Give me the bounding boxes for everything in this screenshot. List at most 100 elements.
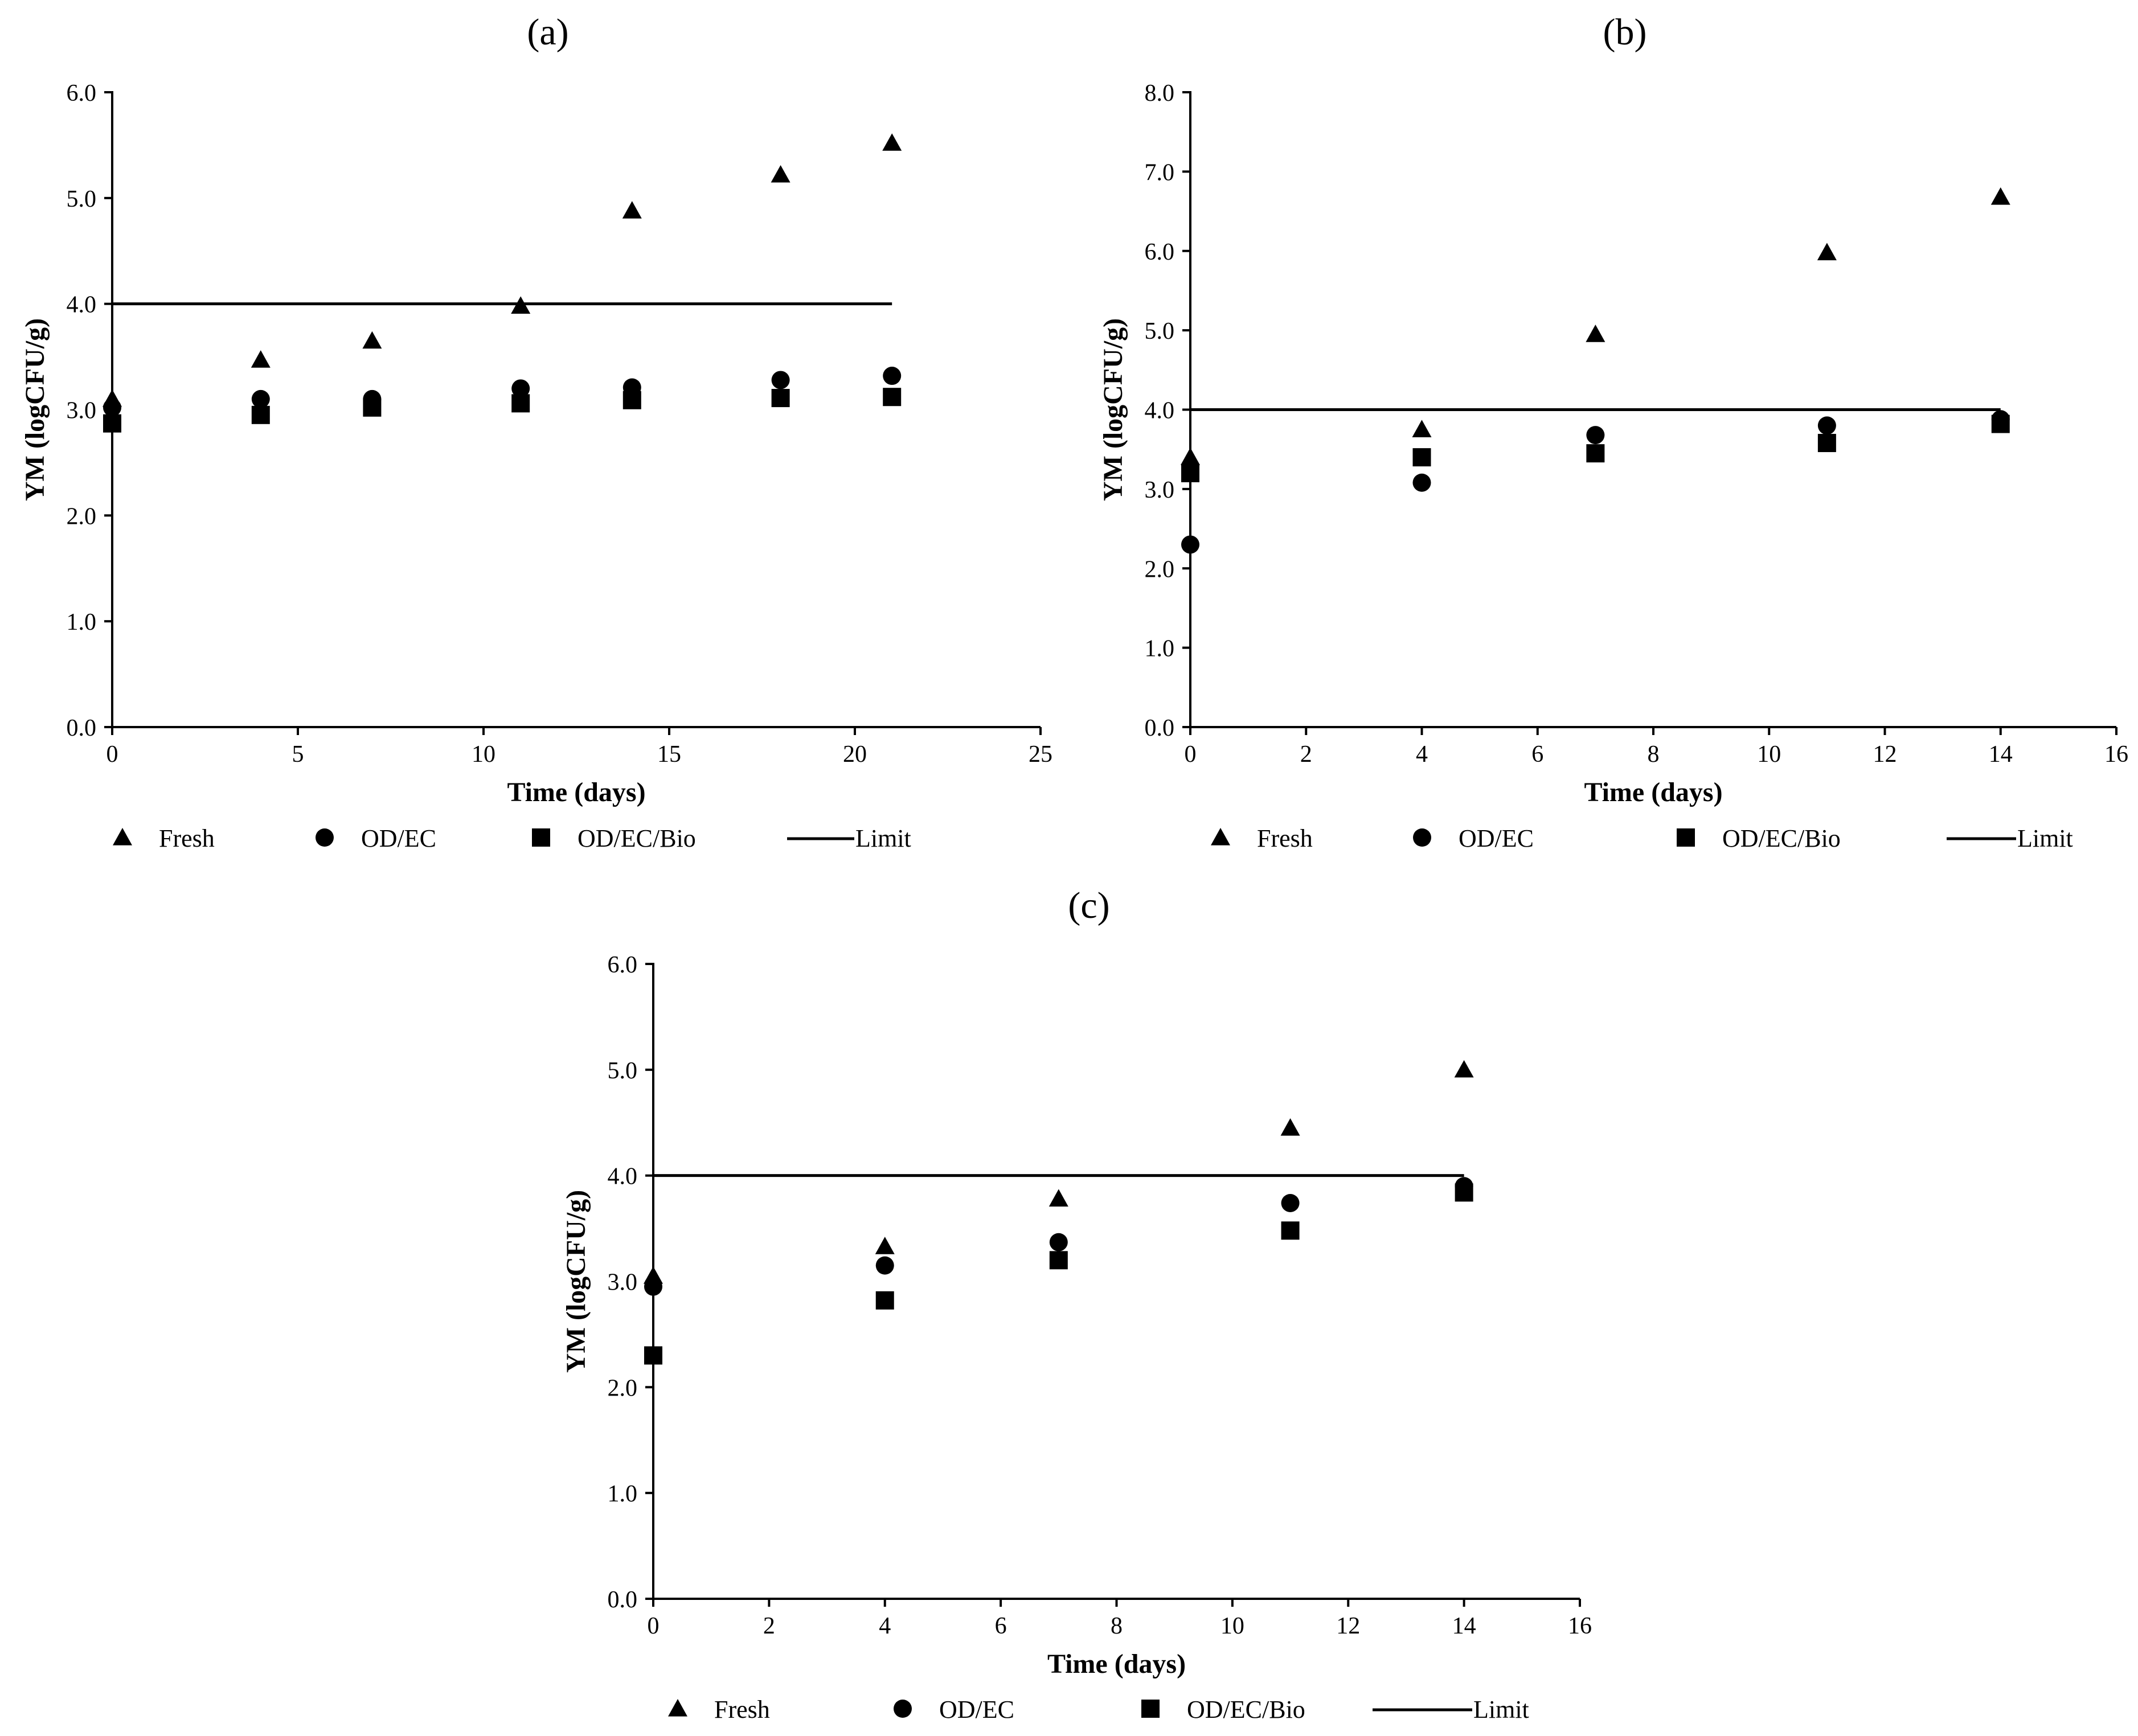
x-tick-label: 20 [843,741,867,768]
data-point-od-ec-bio [883,388,902,407]
x-tick-label: 16 [1568,1613,1592,1639]
y-tick-label: 7.0 [1145,159,1175,186]
panel-label: (c) [1068,885,1109,926]
data-point-fresh [1990,187,2010,205]
x-tick-label: 12 [1873,741,1897,768]
y-tick-label: 6.0 [608,952,638,978]
chart-panel-b: (b) 0.0 1.0 2.0 3.0 4.0 5.0 6.0 7.0 8.0 0 2 4 6 8 10 12 1… [1098,11,2128,852]
x-tick-label: 4 [1416,741,1428,768]
y-tick-label: 5.0 [608,1058,638,1084]
y-tick-label: 1.0 [67,609,97,635]
y-tick-label: 6.0 [1145,239,1175,265]
data-point-od-ec-bio [251,405,270,424]
data-point-fresh [1181,448,1200,465]
legend-label: Limit [855,824,911,852]
data-point-od-ec-bio [103,414,121,433]
legend-marker-od-ec-bio [532,828,550,847]
legend-label: OD/EC/Bio [1187,1696,1305,1723]
y-axis-title: YM (logCFU/g) [561,1190,591,1373]
data-point-od-ec-bio [1817,434,1836,453]
y-tick-label: 4.0 [1145,398,1175,424]
y-tick-label: 2.0 [67,503,97,530]
legend-label: OD/EC [1459,824,1534,852]
data-point-od-ec [1181,535,1199,554]
x-axis-title: Time (days) [1584,777,1722,807]
x-tick-label: 14 [1989,741,2013,768]
x-tick-label: 0 [648,1613,660,1639]
data-point-od-ec [771,371,790,389]
y-tick-label: 0.0 [67,715,97,741]
data-point-fresh [511,296,531,314]
x-tick-label: 25 [1029,741,1052,768]
x-tick-label: 14 [1452,1613,1476,1639]
x-tick-label: 16 [2104,741,2128,768]
data-point-od-ec-bio [875,1291,894,1310]
x-tick-label: 4 [879,1613,891,1639]
x-tick-label: 12 [1336,1613,1360,1639]
data-point-od-ec-bio [644,1346,662,1365]
x-tick-label: 0 [1185,741,1197,768]
legend-label: OD/EC/Bio [577,824,696,852]
legend: Fresh OD/EC OD/EC/Bio Limit [113,824,911,852]
y-tick-label: 2.0 [1145,556,1175,582]
x-tick-label: 8 [1111,1613,1123,1639]
data-point-fresh [1048,1189,1068,1207]
x-tick-label: 2 [763,1613,775,1639]
legend-marker-fresh [1211,828,1230,846]
x-axis-title: Time (days) [1047,1649,1186,1679]
data-point-fresh [1280,1118,1300,1136]
data-point-od-ec [1586,426,1605,445]
data-point-od-ec [1817,416,1836,435]
x-tick-label: 10 [1220,1613,1244,1639]
data-point-od-ec [511,379,530,398]
data-point-fresh [362,331,382,349]
data-point-od-ec-bio [1049,1251,1068,1270]
data-point-od-ec [883,367,902,385]
y-tick-label: 2.0 [608,1375,638,1401]
data-point-od-ec [1991,410,2010,429]
data-point-od-ec-bio [1281,1221,1300,1240]
x-tick-label: 5 [292,741,304,768]
legend-label: OD/EC/Bio [1722,824,1841,852]
legend-label: OD/EC [361,824,436,852]
y-tick-label: 8.0 [1145,80,1175,106]
data-point-od-ec [1412,473,1431,492]
x-tick-label: 0 [107,741,118,768]
legend-marker-od-ec-bio [1141,1700,1160,1718]
data-point-od-ec [622,378,641,397]
x-tick-label: 8 [1648,741,1660,768]
y-tick-label: 3.0 [67,398,97,424]
data-point-fresh [875,1237,895,1254]
data-point-od-ec-bio [1181,464,1199,482]
y-tick-label: 3.0 [1145,477,1175,503]
data-point-fresh [644,1266,663,1284]
data-point-fresh [771,165,791,183]
data-point-od-ec [875,1256,894,1275]
y-tick-label: 4.0 [67,292,97,318]
legend-marker-od-ec [894,1700,912,1718]
legend-label: Fresh [714,1696,770,1723]
legend-label: Limit [1473,1696,1529,1723]
data-point-od-ec-bio [1586,444,1605,463]
x-tick-label: 10 [1757,741,1781,768]
legend-marker-fresh [113,828,132,846]
data-point-od-ec-bio [771,389,790,408]
data-point-od-ec [1281,1193,1300,1212]
y-tick-label: 1.0 [1145,636,1175,662]
data-point-fresh [622,201,642,219]
chart-panel-c: (c) 0.0 1.0 2.0 3.0 4.0 5.0 6.0 0 2 4 6 8 10 12 14 16 Tim… [561,885,1592,1723]
y-tick-label: 1.0 [608,1481,638,1507]
legend-marker-fresh [668,1699,687,1717]
y-axis-title: YM (logCFU/g) [20,318,50,501]
data-point-fresh [251,350,271,368]
y-tick-label: 4.0 [608,1164,638,1190]
legend: Fresh OD/EC OD/EC/Bio Limit [1211,824,2073,852]
x-tick-label: 6 [1531,741,1543,768]
y-tick-label: 6.0 [67,80,97,106]
x-axis-title: Time (days) [507,777,645,807]
panel-label: (a) [527,11,568,53]
y-tick-label: 0.0 [1145,715,1175,741]
x-tick-label: 10 [472,741,495,768]
legend-marker-od-ec [316,828,334,847]
